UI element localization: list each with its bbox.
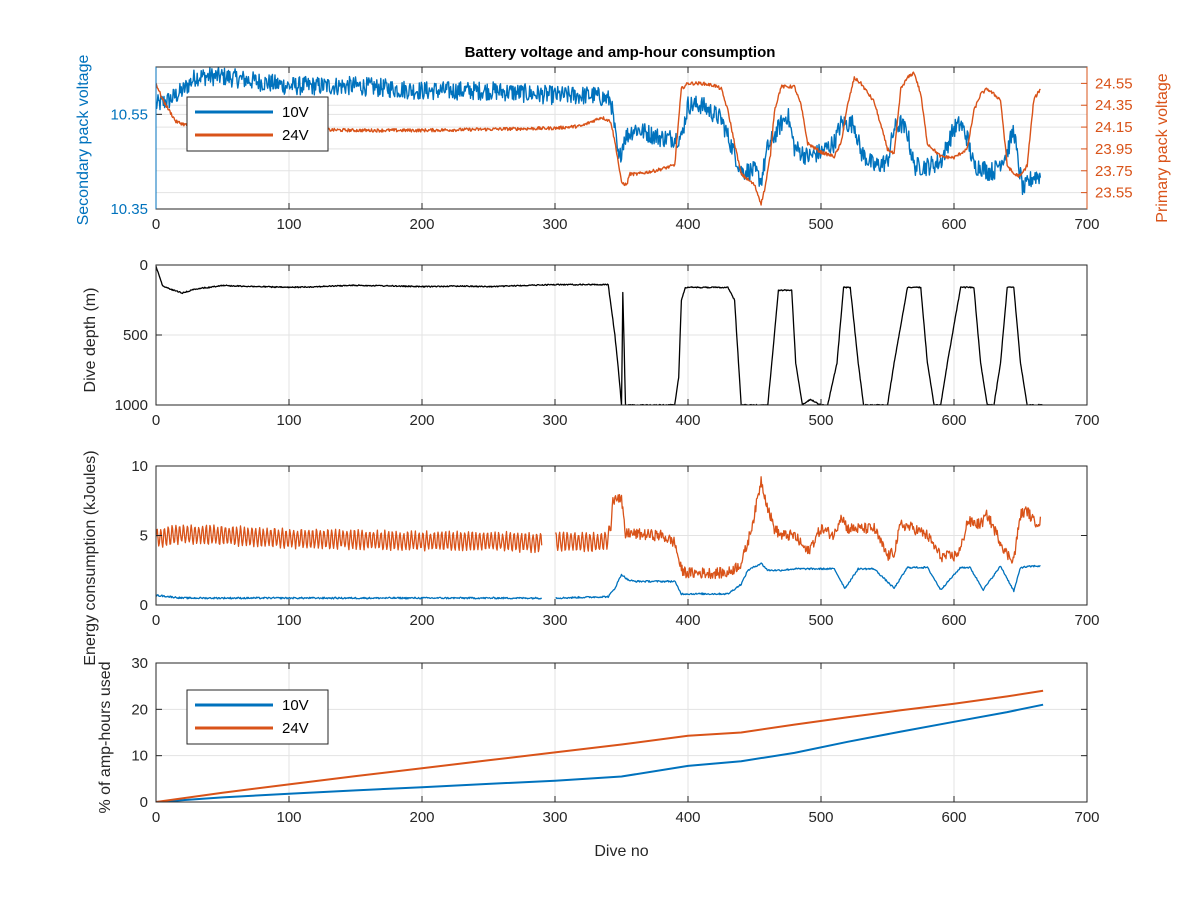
y-tick-label: 5 (140, 528, 148, 545)
panel-2: 0 100 200 300 400 500 600 700 0 500 1000 Dive depth… (82, 257, 1100, 429)
axes-box (155, 662, 1088, 803)
y-axis-label: Energy consumption (kJoules) (82, 450, 99, 665)
y-tick-label: 0 (140, 597, 148, 614)
legend-label-24v: 24V (282, 720, 309, 737)
y2-tick-label: 24.55 (1095, 75, 1133, 92)
x-tick-label: 300 (542, 216, 567, 233)
series-line-10v (156, 562, 1041, 600)
y-tick-label: 10 (131, 458, 148, 475)
series-line-10v (156, 67, 1042, 196)
y-tick-label: 10.35 (110, 201, 148, 218)
x-tick-label: 100 (276, 216, 301, 233)
y-tick-label: 0 (140, 794, 148, 811)
x-tick-label: 0 (152, 216, 160, 233)
legend-box (186, 96, 329, 152)
x-tick-label: 700 (1074, 412, 1099, 429)
x-tick-label: 200 (409, 809, 434, 826)
y2-tick-label: 24.35 (1095, 97, 1133, 114)
panel-3: 0 100 200 300 400 500 600 700 0 5 10 Energy consump… (82, 450, 1100, 665)
x-tick-label: 400 (675, 216, 700, 233)
x-tick-label: 500 (808, 216, 833, 233)
series-line-24v (156, 476, 1042, 580)
legend-label-10v: 10V (282, 697, 309, 714)
y2-tick-label: 24.15 (1095, 119, 1133, 136)
series-line-24v (156, 689, 1044, 802)
x-tick-label: 0 (152, 612, 160, 629)
y-tick-label: 0 (140, 257, 148, 274)
x-tick-label: 500 (808, 412, 833, 429)
legend-box (186, 689, 329, 745)
x-tick-label: 300 (542, 412, 567, 429)
panel-4: 0 100 200 300 400 500 600 700 0 10 20 30 % of amp-ho… (97, 655, 1100, 860)
y-axis-label: Secondary pack voltage (75, 55, 92, 226)
y-tick-label: 10 (131, 748, 148, 765)
legend-label-24v: 24V (282, 127, 309, 144)
x-tick-label: 300 (542, 612, 567, 629)
y-tick-label: 20 (131, 701, 148, 718)
x-tick-label: 500 (808, 809, 833, 826)
series-group (156, 689, 1044, 802)
x-tick-label: 600 (941, 612, 966, 629)
series-group (156, 266, 1044, 405)
x-tick-label: 500 (808, 612, 833, 629)
x-tick-label: 600 (941, 216, 966, 233)
y-tick-label: 1000 (115, 397, 148, 414)
y-tick-label: 500 (123, 327, 148, 344)
x-tick-label: 400 (675, 612, 700, 629)
y2-axis-label: Primary pack voltage (1154, 73, 1171, 222)
y2-tick-label: 23.95 (1095, 141, 1133, 158)
x-tick-label: 0 (152, 809, 160, 826)
x-tick-label: 100 (276, 412, 301, 429)
x-tick-label: 400 (675, 412, 700, 429)
figure-title: Battery voltage and amp-hour consumption (465, 44, 776, 61)
x-tick-label: 200 (409, 412, 434, 429)
y-tick-label: 30 (131, 655, 148, 672)
series-group (156, 476, 1042, 600)
x-tick-label: 600 (941, 809, 966, 826)
x-tick-label: 700 (1074, 809, 1099, 826)
y-axis-label: % of amp-hours used (97, 661, 114, 813)
x-tick-label: 0 (152, 412, 160, 429)
y2-tick-label: 23.75 (1095, 163, 1133, 180)
x-axis-label: Dive no (594, 843, 648, 860)
x-tick-label: 700 (1074, 216, 1099, 233)
legend-label-10v: 10V (282, 104, 309, 121)
y2-tick-label: 23.55 (1095, 185, 1133, 202)
y-tick-label: 10.55 (110, 106, 148, 123)
series-line-10v (156, 703, 1044, 802)
x-tick-label: 100 (276, 809, 301, 826)
x-tick-label: 200 (409, 612, 434, 629)
x-tick-label: 400 (675, 809, 700, 826)
x-tick-label: 300 (542, 809, 567, 826)
series-line-depth (156, 266, 1044, 405)
x-tick-label: 700 (1074, 612, 1099, 629)
x-tick-label: 100 (276, 612, 301, 629)
panel-1: 0 100 200 300 400 500 600 700 10.35 10.55 23.55 23.… (75, 55, 1171, 233)
x-tick-label: 200 (409, 216, 434, 233)
x-tick-label: 600 (941, 412, 966, 429)
y-axis-label: Dive depth (m) (82, 288, 99, 393)
